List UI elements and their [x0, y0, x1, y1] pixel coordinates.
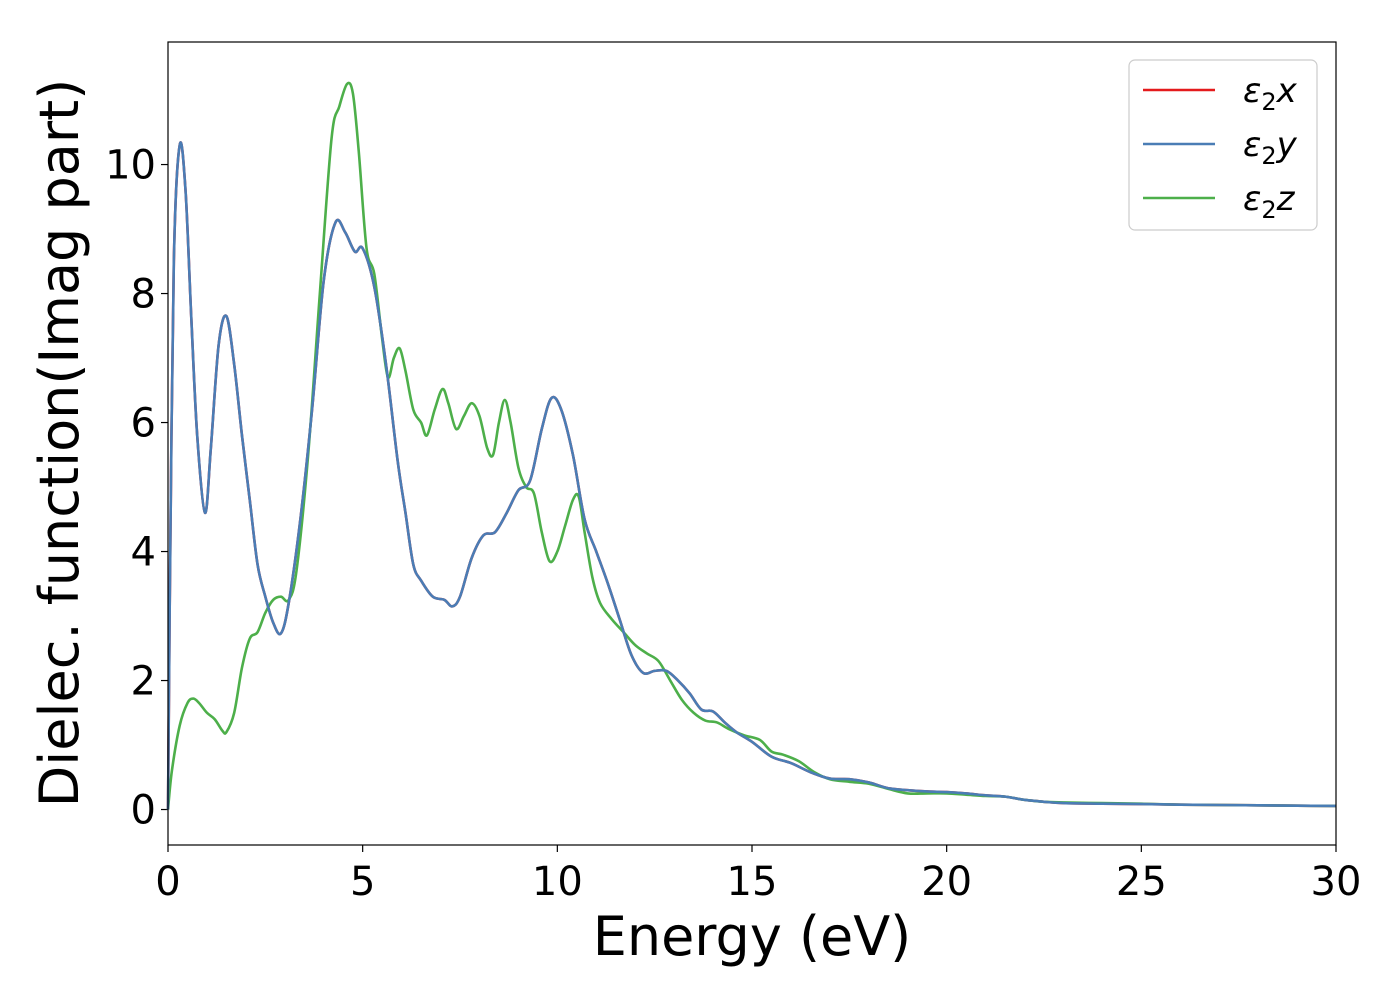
legend-item-e2x: ε2x: [1143, 71, 1298, 116]
y-tick-label: 0: [131, 788, 156, 834]
legend-item-e2z: ε2z: [1143, 179, 1296, 224]
legend-label: ε2z: [1243, 179, 1296, 224]
legend-box: [1128, 59, 1318, 231]
series-line-e2x: [166, 141, 1337, 810]
x-tick-label: 0: [155, 859, 180, 905]
y-axis-title: Dielec. function(Imag part): [28, 79, 91, 808]
legend-entries: ε2x ε2y ε2z: [1143, 71, 1298, 224]
x-axis-title: Energy (eV): [593, 905, 912, 968]
y-tick-label: 2: [131, 659, 156, 705]
plot-frame: [167, 41, 1337, 846]
x-tick-label: 15: [727, 859, 778, 905]
x-tick-label: 25: [1116, 859, 1167, 905]
series-line-e2y: [166, 141, 1337, 810]
x-tick-label: 30: [1311, 859, 1362, 905]
x-tick-label: 5: [350, 859, 375, 905]
y-tick-label: 10: [105, 143, 156, 189]
x-tick-label: 20: [921, 859, 972, 905]
y-tick-label: 8: [131, 272, 156, 318]
legend: ε2x ε2y ε2z: [1128, 59, 1318, 231]
x-tick-label: 10: [532, 859, 583, 905]
legend-label: ε2x: [1243, 71, 1298, 116]
legend-item-e2y: ε2y: [1143, 125, 1298, 170]
y-tick-label: 6: [131, 401, 156, 447]
y-tick-label: 4: [131, 530, 156, 576]
legend-label: ε2y: [1243, 125, 1298, 170]
axis-ticks: 0 5 10 15 20 25 30 0 2 4 6 8 10: [105, 143, 1361, 905]
series-lines: [166, 81, 1337, 810]
